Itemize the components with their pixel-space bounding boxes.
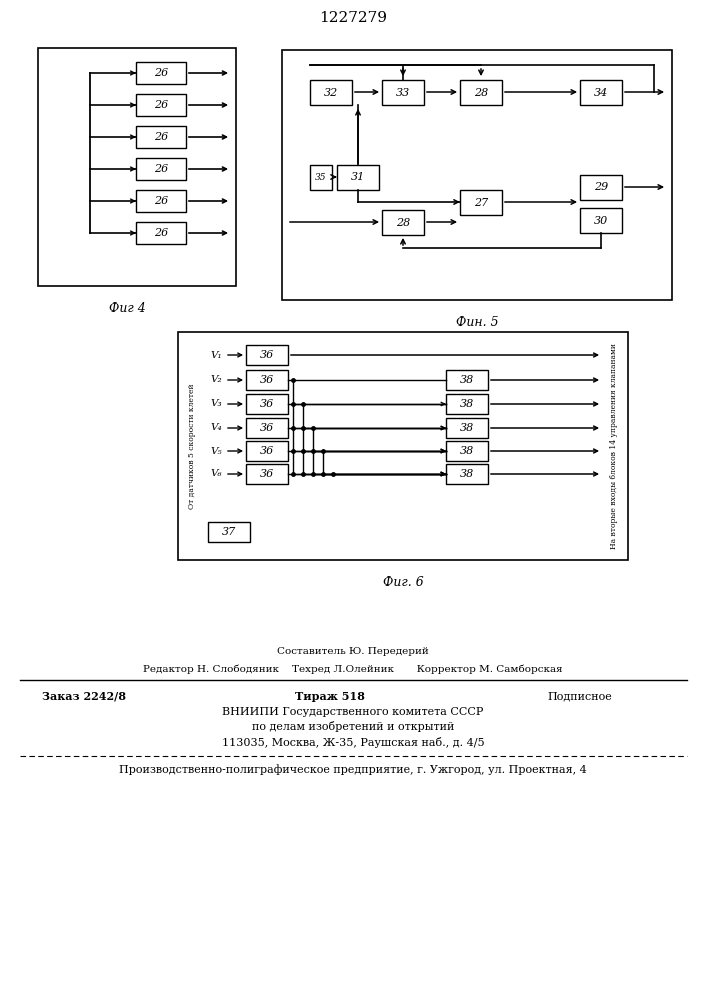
- Bar: [580, 208, 622, 233]
- Text: 35: 35: [315, 173, 327, 182]
- Bar: [246, 418, 288, 438]
- Text: Производственно-полиграфическое предприятие, г. Ужгород, ул. Проектная, 4: Производственно-полиграфическое предприя…: [119, 765, 587, 775]
- Text: V₃: V₃: [210, 399, 222, 408]
- Text: V₅: V₅: [210, 446, 222, 456]
- Bar: [246, 394, 288, 414]
- Bar: [310, 165, 332, 190]
- Bar: [136, 94, 186, 116]
- Text: Заказ 2242/8: Заказ 2242/8: [42, 690, 126, 702]
- Bar: [246, 441, 288, 461]
- Bar: [136, 158, 186, 180]
- Text: Фиг 4: Фиг 4: [109, 302, 146, 314]
- Text: ВНИИПИ Государственного комитета СССР: ВНИИПИ Государственного комитета СССР: [222, 707, 484, 717]
- Text: 36: 36: [260, 350, 274, 360]
- Text: 26: 26: [154, 68, 168, 78]
- Text: Редактор Н. Слободяник    Техред Л.Олейник       Корректор М. Самборская: Редактор Н. Слободяник Техред Л.Олейник …: [144, 664, 563, 674]
- Text: От датчиков 5 скорости клетей: От датчиков 5 скорости клетей: [188, 383, 196, 509]
- Text: 26: 26: [154, 100, 168, 110]
- Text: 38: 38: [460, 423, 474, 433]
- Bar: [460, 190, 502, 215]
- Bar: [446, 394, 488, 414]
- Text: 32: 32: [324, 88, 338, 98]
- Bar: [246, 464, 288, 484]
- Bar: [136, 190, 186, 212]
- Text: Тираж 518: Тираж 518: [295, 690, 365, 702]
- Text: 34: 34: [594, 88, 608, 98]
- Bar: [136, 126, 186, 148]
- Text: На вторые входы блоков 14 управления клапанами: На вторые входы блоков 14 управления кла…: [610, 343, 618, 549]
- Text: 26: 26: [154, 228, 168, 238]
- Bar: [382, 210, 424, 235]
- Bar: [246, 370, 288, 390]
- Bar: [208, 522, 250, 542]
- Bar: [178, 332, 628, 560]
- Text: V₆: V₆: [210, 470, 222, 479]
- Text: 26: 26: [154, 164, 168, 174]
- Text: Составитель Ю. Передерий: Составитель Ю. Передерий: [277, 648, 429, 656]
- Text: 38: 38: [460, 446, 474, 456]
- Bar: [580, 80, 622, 105]
- Text: 33: 33: [396, 88, 410, 98]
- Text: 28: 28: [474, 88, 488, 98]
- Bar: [446, 464, 488, 484]
- Bar: [446, 418, 488, 438]
- Bar: [38, 48, 236, 286]
- Text: 36: 36: [260, 375, 274, 385]
- Bar: [136, 62, 186, 84]
- Text: 27: 27: [474, 198, 488, 208]
- Text: 30: 30: [594, 216, 608, 226]
- Text: 113035, Москва, Ж-35, Раушская наб., д. 4/5: 113035, Москва, Ж-35, Раушская наб., д. …: [222, 736, 484, 748]
- Bar: [246, 345, 288, 365]
- Bar: [446, 370, 488, 390]
- Bar: [460, 80, 502, 105]
- Text: Фин. 5: Фин. 5: [456, 316, 498, 328]
- Text: 36: 36: [260, 446, 274, 456]
- Bar: [382, 80, 424, 105]
- Text: 36: 36: [260, 469, 274, 479]
- Text: Подписное: Подписное: [548, 691, 612, 701]
- Text: 29: 29: [594, 182, 608, 192]
- Text: V₂: V₂: [210, 375, 222, 384]
- Bar: [446, 441, 488, 461]
- Text: 1227279: 1227279: [319, 11, 387, 25]
- Text: 28: 28: [396, 218, 410, 228]
- Bar: [310, 80, 352, 105]
- Bar: [337, 165, 379, 190]
- Text: 36: 36: [260, 423, 274, 433]
- Text: 38: 38: [460, 469, 474, 479]
- Text: 37: 37: [222, 527, 236, 537]
- Text: 38: 38: [460, 399, 474, 409]
- Text: 31: 31: [351, 172, 365, 182]
- Text: Фиг. 6: Фиг. 6: [382, 576, 423, 588]
- Bar: [282, 50, 672, 300]
- Text: V₁: V₁: [210, 351, 222, 360]
- Bar: [136, 222, 186, 244]
- Text: 26: 26: [154, 196, 168, 206]
- Text: 38: 38: [460, 375, 474, 385]
- Text: V₄: V₄: [210, 424, 222, 432]
- Text: 26: 26: [154, 132, 168, 142]
- Bar: [580, 175, 622, 200]
- Text: 36: 36: [260, 399, 274, 409]
- Text: по делам изобретений и открытий: по делам изобретений и открытий: [252, 722, 454, 732]
